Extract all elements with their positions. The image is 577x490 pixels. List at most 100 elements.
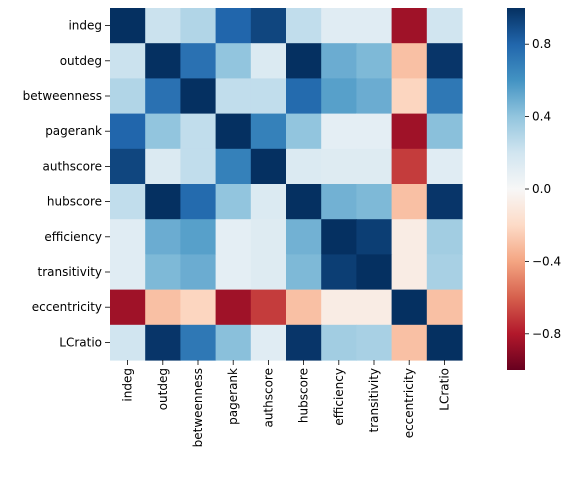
colorbar-tick-label: 0.4 bbox=[532, 110, 551, 124]
heatmap-cell-indeg-indeg bbox=[110, 8, 146, 44]
y-tick-label: hubscore bbox=[47, 195, 102, 209]
heatmap-cell-outdeg-efficiency bbox=[321, 43, 357, 79]
heatmap-cell-eccentricity-efficiency bbox=[321, 289, 357, 326]
heatmap-cell-pagerank-indeg bbox=[110, 113, 146, 150]
heatmap-cell-outdeg-eccentricity bbox=[391, 43, 428, 79]
heatmap-cell-transitivity-betweenness bbox=[180, 254, 217, 291]
heatmap-cell-pagerank-transitivity bbox=[356, 113, 393, 150]
heatmap-cell-transitivity-authscore bbox=[250, 254, 287, 291]
heatmap-cell-hubscore-pagerank bbox=[215, 184, 252, 220]
y-tick-label: indeg bbox=[68, 19, 102, 33]
heatmap-cell-efficiency-LCratio bbox=[426, 219, 463, 255]
heatmap-cell-transitivity-pagerank bbox=[215, 254, 252, 291]
x-tick-label: betweenness bbox=[191, 368, 205, 447]
y-axis: indeg outdeg betweenness pagerank authscore h… bbox=[23, 19, 110, 349]
heatmap-cell-efficiency-indeg bbox=[110, 219, 146, 255]
heatmap-cell-hubscore-transitivity bbox=[356, 184, 393, 220]
heatmap-cells bbox=[110, 8, 463, 361]
heatmap-cell-authscore-efficiency bbox=[321, 148, 357, 185]
heatmap-cell-pagerank-betweenness bbox=[180, 113, 217, 150]
x-axis: indeg outdeg betweenness pagerank authscore h… bbox=[121, 360, 451, 447]
heatmap-cell-pagerank-authscore bbox=[250, 113, 287, 150]
heatmap-cell-eccentricity-transitivity bbox=[356, 289, 393, 326]
heatmap-cell-eccentricity-eccentricity bbox=[391, 289, 428, 326]
colorbar-tick-label: 0.0 bbox=[532, 182, 551, 196]
heatmap-cell-betweenness-efficiency bbox=[321, 78, 357, 115]
heatmap-cell-hubscore-LCratio bbox=[426, 184, 463, 220]
heatmap-cell-eccentricity-indeg bbox=[110, 289, 146, 326]
heatmap-cell-efficiency-outdeg bbox=[145, 219, 181, 255]
heatmap-cell-efficiency-betweenness bbox=[180, 219, 217, 255]
colorbar-tick-label: −0.8 bbox=[532, 327, 561, 341]
heatmap-cell-pagerank-hubscore bbox=[286, 113, 322, 150]
heatmap-cell-efficiency-eccentricity bbox=[391, 219, 428, 255]
heatmap-cell-hubscore-eccentricity bbox=[391, 184, 428, 220]
heatmap-cell-hubscore-hubscore bbox=[286, 184, 322, 220]
heatmap-cell-authscore-eccentricity bbox=[391, 148, 428, 185]
heatmap-cell-indeg-outdeg bbox=[145, 8, 181, 44]
colorbar-tick-label: −0.4 bbox=[532, 254, 561, 268]
y-tick-label: betweenness bbox=[23, 89, 102, 103]
heatmap-cell-transitivity-LCratio bbox=[426, 254, 463, 291]
y-tick-label: efficiency bbox=[44, 230, 102, 244]
heatmap-cell-outdeg-betweenness bbox=[180, 43, 217, 79]
heatmap-cell-betweenness-transitivity bbox=[356, 78, 393, 115]
heatmap-cell-transitivity-hubscore bbox=[286, 254, 322, 291]
x-tick-label: authscore bbox=[261, 368, 275, 428]
heatmap-cell-betweenness-LCratio bbox=[426, 78, 463, 115]
heatmap-cell-outdeg-hubscore bbox=[286, 43, 322, 79]
heatmap-cell-LCratio-outdeg bbox=[145, 324, 181, 361]
heatmap-cell-transitivity-transitivity bbox=[356, 254, 393, 291]
heatmap-cell-LCratio-pagerank bbox=[215, 324, 252, 361]
colorbar-axis: 0.8 0.4 0.0 −0.4 −0.8 bbox=[525, 37, 561, 341]
heatmap-cell-hubscore-outdeg bbox=[145, 184, 181, 220]
heatmap-cell-efficiency-transitivity bbox=[356, 219, 393, 255]
heatmap-cell-LCratio-hubscore bbox=[286, 324, 322, 361]
heatmap-cell-outdeg-indeg bbox=[110, 43, 146, 79]
heatmap-cell-authscore-betweenness bbox=[180, 148, 217, 185]
heatmap-cell-pagerank-efficiency bbox=[321, 113, 357, 150]
heatmap-cell-betweenness-hubscore bbox=[286, 78, 322, 115]
heatmap-cell-pagerank-LCratio bbox=[426, 113, 463, 150]
heatmap-cell-authscore-hubscore bbox=[286, 148, 322, 185]
heatmap-cell-eccentricity-LCratio bbox=[426, 289, 463, 326]
y-tick-label: eccentricity bbox=[32, 300, 102, 314]
heatmap-cell-transitivity-indeg bbox=[110, 254, 146, 291]
heatmap-cell-LCratio-LCratio bbox=[426, 324, 463, 361]
heatmap-cell-indeg-pagerank bbox=[215, 8, 252, 44]
x-tick-label: LCratio bbox=[437, 368, 451, 411]
heatmap-cell-hubscore-efficiency bbox=[321, 184, 357, 220]
y-tick-label: outdeg bbox=[60, 54, 102, 68]
heatmap-cell-outdeg-transitivity bbox=[356, 43, 393, 79]
heatmap-cell-authscore-transitivity bbox=[356, 148, 393, 185]
heatmap-cell-authscore-outdeg bbox=[145, 148, 181, 185]
heatmap-cell-efficiency-hubscore bbox=[286, 219, 322, 255]
heatmap-cell-betweenness-authscore bbox=[250, 78, 287, 115]
heatmap-cell-LCratio-efficiency bbox=[321, 324, 357, 361]
heatmap-cell-pagerank-eccentricity bbox=[391, 113, 428, 150]
heatmap-cell-transitivity-eccentricity bbox=[391, 254, 428, 291]
heatmap-cell-pagerank-pagerank bbox=[215, 113, 252, 150]
heatmap-cell-LCratio-authscore bbox=[250, 324, 287, 361]
heatmap-cell-LCratio-transitivity bbox=[356, 324, 393, 361]
heatmap-cell-authscore-pagerank bbox=[215, 148, 252, 185]
heatmap-cell-efficiency-authscore bbox=[250, 219, 287, 255]
heatmap-cell-eccentricity-betweenness bbox=[180, 289, 217, 326]
heatmap-cell-LCratio-eccentricity bbox=[391, 324, 428, 361]
x-tick-label: outdeg bbox=[156, 368, 170, 410]
heatmap-cell-eccentricity-authscore bbox=[250, 289, 287, 326]
heatmap-cell-efficiency-efficiency bbox=[321, 219, 357, 255]
heatmap-cell-outdeg-authscore bbox=[250, 43, 287, 79]
x-tick-label: efficiency bbox=[332, 368, 346, 426]
heatmap-cell-hubscore-indeg bbox=[110, 184, 146, 220]
heatmap-cell-outdeg-pagerank bbox=[215, 43, 252, 79]
heatmap-cell-pagerank-outdeg bbox=[145, 113, 181, 150]
x-tick-label: pagerank bbox=[226, 368, 240, 425]
y-tick-label: pagerank bbox=[45, 124, 102, 138]
x-tick-label: hubscore bbox=[297, 368, 311, 423]
colorbar-tick-label: 0.8 bbox=[532, 37, 551, 51]
heatmap-cell-hubscore-betweenness bbox=[180, 184, 217, 220]
heatmap-cell-hubscore-authscore bbox=[250, 184, 287, 220]
x-tick-label: indeg bbox=[121, 368, 135, 402]
heatmap-cell-outdeg-LCratio bbox=[426, 43, 463, 79]
